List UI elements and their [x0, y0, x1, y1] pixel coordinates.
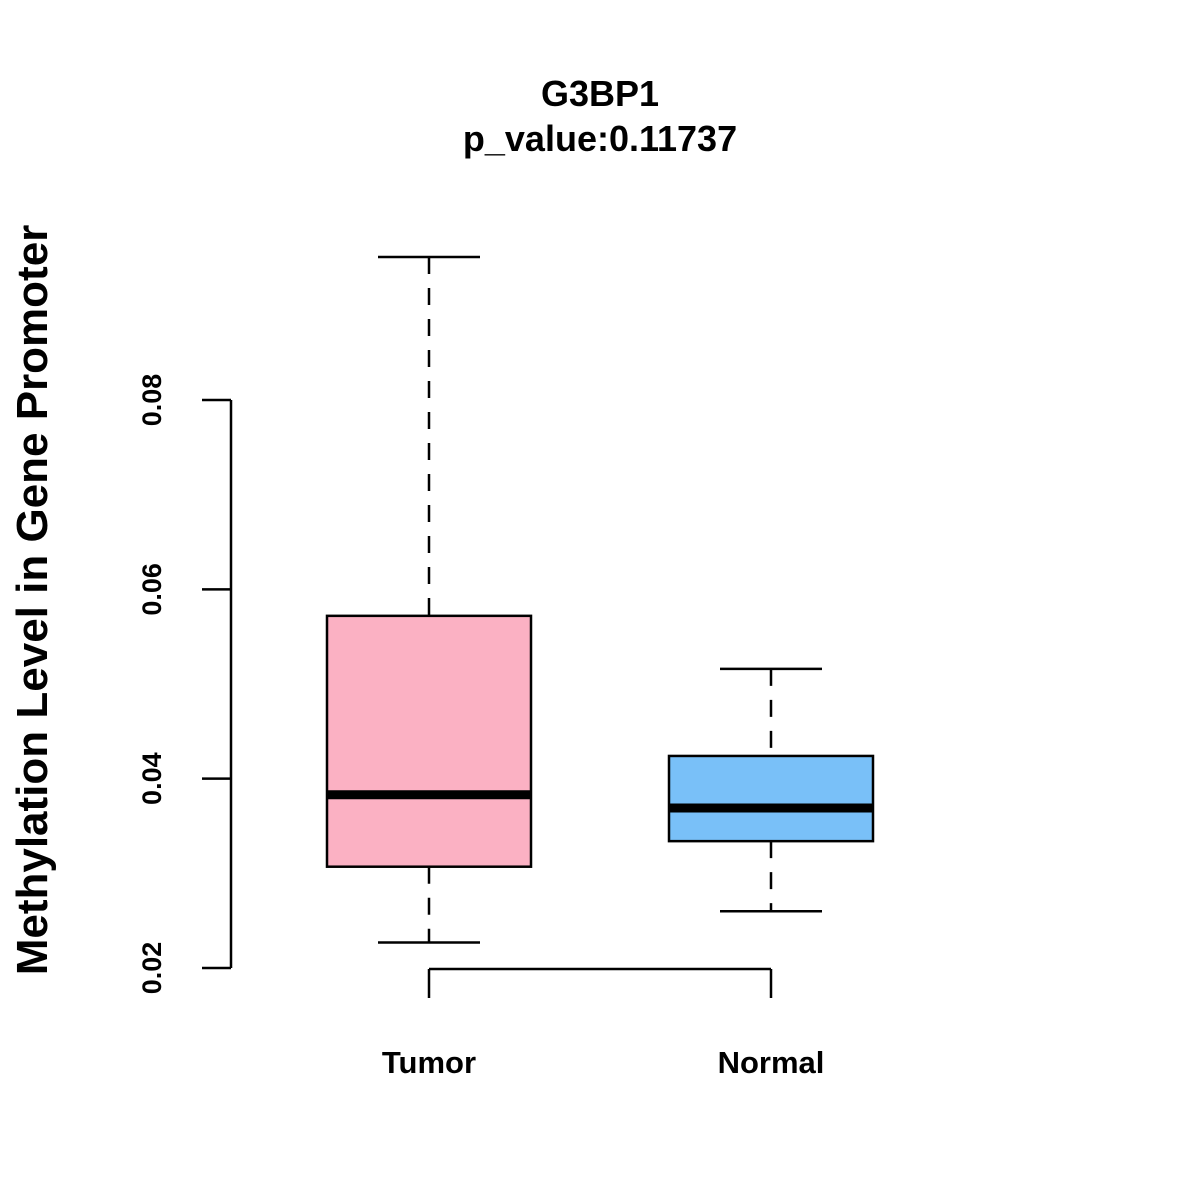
- box-group: [325, 255, 875, 944]
- iqr-box: [325, 614, 533, 868]
- y-tick-label: 0.04: [137, 752, 167, 805]
- chart-subtitle: p_value:0.11737: [463, 118, 737, 159]
- chart-title: G3BP1: [541, 73, 659, 114]
- x-tick-label-tumor: Tumor: [382, 1045, 476, 1080]
- x-tick-label-normal: Normal: [718, 1045, 825, 1080]
- box-tumor: [325, 255, 533, 944]
- y-axis-label: Methylation Level in Gene Promoter: [8, 225, 57, 976]
- box-normal: [667, 667, 875, 913]
- iqr-box: [667, 754, 875, 843]
- y-tick-label: 0.02: [137, 942, 167, 995]
- y-axis: 0.02 0.04 0.06 0.08: [137, 374, 233, 995]
- x-axis: Tumor Normal: [382, 967, 825, 1080]
- y-tick-label: 0.08: [137, 374, 167, 427]
- y-tick-label: 0.06: [137, 563, 167, 616]
